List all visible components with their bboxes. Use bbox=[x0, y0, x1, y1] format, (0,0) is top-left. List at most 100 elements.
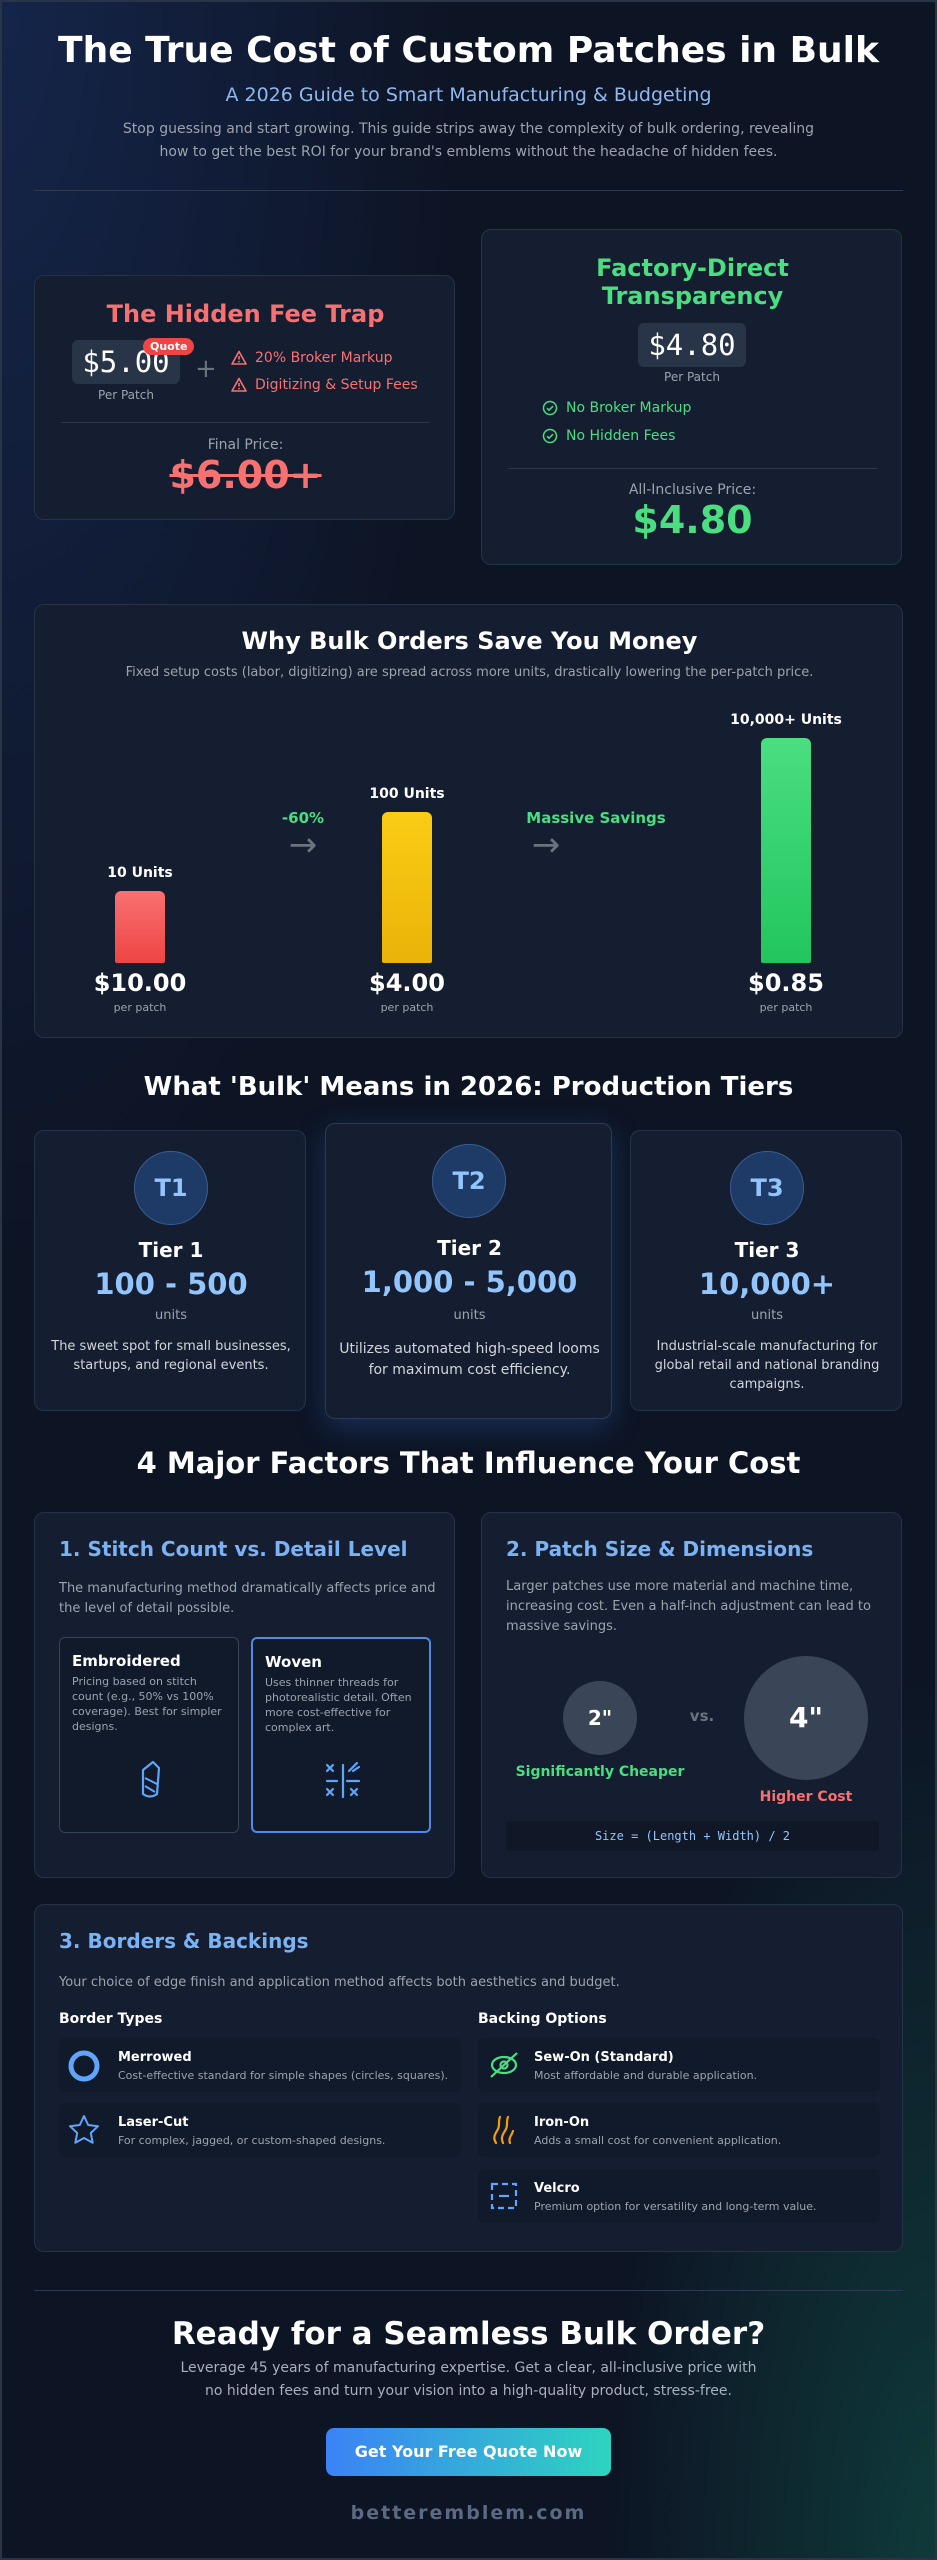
bar-per-label: per patch bbox=[759, 1001, 813, 1014]
option-desc: Most affordable and durable application. bbox=[534, 2069, 758, 2082]
hidden-fee-card: The Hidden Fee Trap $5.00 Quote Per Patc… bbox=[34, 275, 455, 520]
option-desc: Cost-effective standard for simple shape… bbox=[118, 2069, 449, 2082]
fee-label: 20% Broker Markup bbox=[255, 350, 393, 366]
bar-price-label: $4.00 bbox=[369, 969, 445, 997]
factor-desc: Larger patches use more material and mac… bbox=[506, 1577, 886, 1637]
header-divider bbox=[34, 190, 903, 191]
bar-price-label: $0.85 bbox=[748, 969, 824, 997]
mini-desc-line: coverage). Best for simpler bbox=[72, 1705, 222, 1718]
mini-desc-line: photorealistic detail. Often bbox=[265, 1691, 412, 1704]
bar-1 bbox=[115, 891, 165, 963]
tier-name: Tier 1 bbox=[138, 1238, 204, 1262]
tier-desc-line: global retail and national branding bbox=[654, 1358, 880, 1373]
large-patch-circle: 4" bbox=[744, 1656, 868, 1780]
all-inclusive-label: All-Inclusive Price: bbox=[628, 482, 757, 498]
vs-label: vs. bbox=[689, 1707, 715, 1725]
quote-badge: Quote bbox=[143, 338, 195, 355]
bulk-savings-title: Why Bulk Orders Save You Money bbox=[241, 627, 698, 655]
mini-title: Embroidered bbox=[72, 1652, 181, 1670]
fee-label: Digitizing & Setup Fees bbox=[255, 377, 418, 393]
warning-icon bbox=[231, 377, 247, 392]
factory-title: Factory-Direct Transparency bbox=[482, 254, 903, 310]
benefit-label: No Hidden Fees bbox=[566, 428, 676, 444]
mini-desc-line: Pricing based on stitch bbox=[72, 1675, 197, 1688]
backing-options-heading: Backing Options bbox=[478, 2011, 607, 2027]
tier-desc-line: campaigns. bbox=[729, 1377, 805, 1392]
factor-desc-line: the level of detail possible. bbox=[59, 1601, 235, 1616]
factory-price: $4.80 bbox=[638, 323, 746, 367]
tier-name: Tier 2 bbox=[437, 1236, 502, 1260]
check-circle-icon bbox=[542, 400, 558, 416]
intro-line-1: Stop guessing and start growing. This gu… bbox=[122, 121, 815, 137]
broker-price: $5.00 bbox=[72, 340, 180, 384]
needle-icon bbox=[141, 1760, 161, 1798]
pattern-icon bbox=[325, 1761, 361, 1799]
factor-desc: Your choice of edge finish and applicati… bbox=[59, 1975, 620, 1990]
arrow-right-icon: → bbox=[288, 825, 318, 865]
option-title: Merrowed bbox=[118, 2050, 192, 2065]
warning-icon bbox=[231, 350, 247, 365]
tier-card-1: T1 Tier 1 100 - 500 units The sweet spot… bbox=[34, 1130, 306, 1411]
ring-icon bbox=[68, 2050, 100, 2082]
border-types-heading: Border Types bbox=[59, 2011, 163, 2027]
fee-item: 20% Broker Markup bbox=[231, 350, 392, 366]
tier-badge: T2 bbox=[432, 1144, 506, 1218]
factory-divider bbox=[508, 468, 877, 469]
mini-desc-line: complex art. bbox=[265, 1721, 335, 1734]
large-patch-label: Higher Cost bbox=[759, 1789, 853, 1805]
small-patch-label: Significantly Cheaper bbox=[515, 1764, 685, 1780]
hidden-fee-title: The Hidden Fee Trap bbox=[106, 300, 385, 328]
final-price-factory: $4.80 bbox=[632, 498, 753, 542]
backing-option-sew-on: Sew-On (Standard) Most affordable and du… bbox=[478, 2038, 880, 2092]
mini-desc-line: Uses thinner threads for bbox=[265, 1676, 399, 1689]
site-footer-link[interactable]: betteremblem.com bbox=[350, 2502, 587, 2524]
benefit-label: No Broker Markup bbox=[566, 400, 692, 416]
option-title: Laser-Cut bbox=[118, 2115, 189, 2130]
factor-desc-line: massive savings. bbox=[506, 1619, 618, 1634]
bulk-savings-card: Why Bulk Orders Save You Money Fixed set… bbox=[34, 604, 903, 1038]
factory-title-line-1: Factory-Direct bbox=[596, 254, 789, 282]
factor-desc-line: increasing cost. Even a half-inch adjust… bbox=[506, 1599, 871, 1614]
factor-title: 2. Patch Size & Dimensions bbox=[506, 1537, 814, 1561]
tier-desc-line: for maximum cost efficiency. bbox=[368, 1362, 571, 1378]
bar-2 bbox=[382, 812, 432, 963]
savings-annotation-1: -60% bbox=[281, 809, 325, 827]
option-desc: Premium option for versatility and long-… bbox=[534, 2200, 817, 2213]
tier-desc-line: Utilizes automated high-speed looms bbox=[339, 1341, 600, 1357]
bar-per-label: per patch bbox=[113, 1001, 167, 1014]
star-icon bbox=[69, 2115, 99, 2144]
factory-per-label: Per Patch bbox=[664, 370, 720, 384]
fee-item: Digitizing & Setup Fees bbox=[231, 377, 418, 393]
tier-units: units bbox=[751, 1308, 783, 1323]
tier-desc-line: Industrial-scale manufacturing for bbox=[656, 1339, 878, 1354]
benefit-item: No Hidden Fees bbox=[542, 428, 675, 444]
small-patch-circle: 2" bbox=[563, 1681, 637, 1755]
final-price-broker: $6.00+ bbox=[169, 453, 322, 497]
size-formula: Size = (Length + Width) / 2 bbox=[506, 1821, 879, 1851]
tier-desc: The sweet spot for small businesses, sta… bbox=[35, 1337, 307, 1375]
check-circle-icon bbox=[542, 428, 558, 444]
tier-card-3: T3 Tier 3 10,000+ units Industrial-scale… bbox=[630, 1130, 902, 1411]
tier-card-2: T2 Tier 2 1,000 - 5,000 units Utilizes a… bbox=[325, 1123, 612, 1419]
tier-range: 1,000 - 5,000 bbox=[361, 1265, 578, 1299]
final-price-label: Final Price: bbox=[207, 437, 284, 453]
option-desc: For complex, jagged, or custom-shaped de… bbox=[118, 2134, 386, 2147]
savings-annotation-2: Massive Savings bbox=[526, 809, 666, 827]
hidden-fee-divider bbox=[61, 422, 430, 423]
bar-per-label: per patch bbox=[380, 1001, 434, 1014]
bar-price-label: $10.00 bbox=[93, 969, 187, 997]
get-quote-button[interactable]: Get Your Free Quote Now bbox=[326, 2428, 611, 2476]
embroidered-card: Embroidered Pricing based on stitch coun… bbox=[59, 1637, 239, 1833]
bar-category-label: 100 Units bbox=[369, 786, 445, 802]
cta-title: Ready for a Seamless Bulk Order? bbox=[171, 2316, 766, 2352]
mini-desc-line: designs. bbox=[72, 1720, 118, 1733]
cta-desc-1: Leverage 45 years of manufacturing exper… bbox=[180, 2360, 757, 2376]
factory-title-line-2: Transparency bbox=[601, 282, 784, 310]
cta-desc-2: no hidden fees and turn your vision into… bbox=[205, 2383, 732, 2399]
tier-badge: T3 bbox=[730, 1151, 804, 1225]
factor-stitch-card: 1. Stitch Count vs. Detail Level The man… bbox=[34, 1512, 455, 1878]
tier-range: 100 - 500 bbox=[94, 1267, 248, 1301]
option-title: Sew-On (Standard) bbox=[534, 2050, 674, 2065]
tier-desc-line: The sweet spot for small businesses, bbox=[51, 1339, 291, 1354]
tiers-title: What 'Bulk' Means in 2026: Production Ti… bbox=[143, 1072, 794, 1102]
